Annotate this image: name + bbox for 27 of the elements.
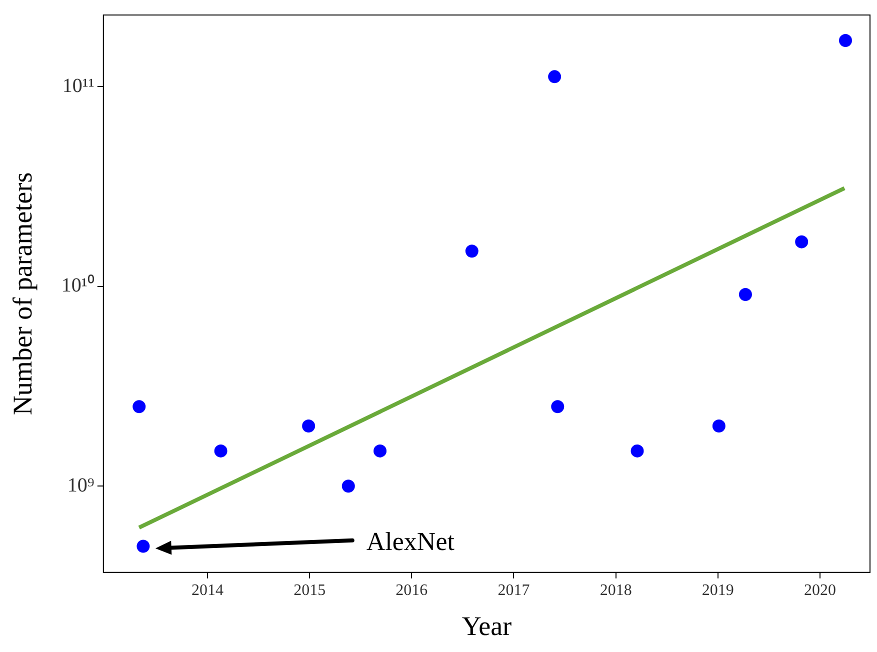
y-tick-label: 10¹⁰ bbox=[61, 274, 94, 297]
point bbox=[551, 400, 564, 414]
x-tick-label: 2018 bbox=[600, 582, 632, 600]
point bbox=[548, 70, 562, 84]
point bbox=[374, 444, 387, 458]
point bbox=[342, 480, 355, 493]
y-tick-label: 10⁹ bbox=[67, 474, 94, 496]
point bbox=[712, 419, 726, 432]
point bbox=[302, 419, 316, 432]
x-tick-label: 2014 bbox=[192, 582, 224, 600]
y-axis-title: Number of parameters bbox=[7, 172, 38, 416]
point bbox=[630, 444, 644, 458]
point bbox=[795, 235, 808, 248]
point bbox=[214, 444, 228, 458]
annotation: AlexNet bbox=[366, 527, 456, 556]
point bbox=[136, 540, 150, 553]
point bbox=[132, 400, 146, 414]
x-tick-label: 2019 bbox=[702, 582, 734, 600]
y-tick-label: 10¹¹ bbox=[62, 74, 94, 97]
x-tick-label: 2020 bbox=[804, 582, 836, 600]
x-tick-label: 2015 bbox=[294, 582, 326, 600]
x-tick-label: 2017 bbox=[498, 582, 530, 600]
point bbox=[465, 244, 478, 258]
x-axis-title: Year bbox=[462, 610, 512, 641]
x-tick-label: 2016 bbox=[396, 582, 428, 600]
point bbox=[839, 34, 852, 47]
point bbox=[738, 288, 752, 302]
